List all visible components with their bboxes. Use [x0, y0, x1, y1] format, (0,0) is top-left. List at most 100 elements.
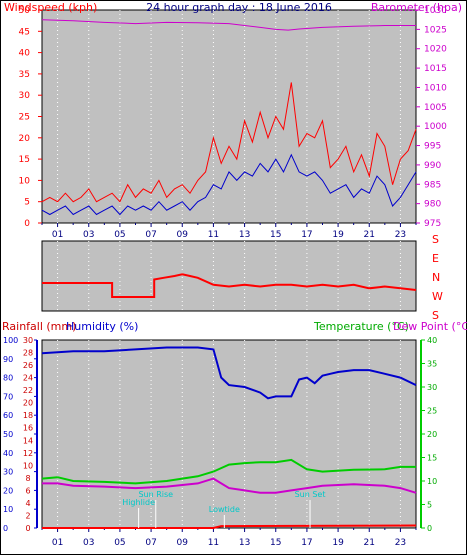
hour-tick-label: 21: [364, 538, 375, 548]
barometer-tick-label: 1015: [424, 64, 447, 74]
hour-tick-label: 15: [270, 230, 281, 240]
windspeed-tick-label: 25: [19, 113, 30, 123]
rainfall-tick-label: 6: [25, 486, 30, 495]
rainfall-tick-label: 22: [23, 386, 33, 395]
rainfall-axis-label: Rainfall (mm): [2, 320, 76, 333]
windspeed-tick-label: 0: [24, 219, 30, 229]
rainfall-tick-label: 14: [23, 436, 33, 445]
annotation-label: Highlide: [122, 498, 155, 507]
barometer-tick-label: 1010: [424, 83, 447, 93]
barometer-tick-label: 995: [424, 142, 441, 152]
hour-tick-label: 05: [114, 230, 125, 240]
hour-tick-label: 07: [145, 538, 156, 548]
rainfall-tick-label: 2: [25, 511, 30, 520]
hour-tick-label: 23: [395, 230, 406, 240]
hour-tick-label: 05: [114, 538, 125, 548]
hour-tick-label: 13: [239, 538, 250, 548]
hour-tick-label: 03: [83, 230, 94, 240]
hour-tick-label: 15: [270, 538, 281, 548]
humidity-tick-label: 20: [3, 486, 13, 495]
windspeed-ticks: 0 5 10 15 20 25 30 35 40 45 50: [19, 6, 42, 229]
wind-direction-label: S: [432, 309, 439, 322]
dewpoint-line: [42, 477, 417, 494]
temperature-tick-label: 15: [427, 454, 437, 463]
barometer-tick-label: 980: [424, 200, 441, 210]
temperature-tick-label: 0: [427, 524, 432, 533]
rainfall-tick-label: 24: [23, 374, 33, 383]
windspeed-tick-label: 50: [19, 6, 31, 16]
humidity-tick-label: 0: [3, 524, 8, 533]
rain-humidity-temp-plot-area: [41, 339, 417, 529]
humidity-tick-label: 90: [3, 355, 13, 364]
wind-direction-label: N: [432, 271, 440, 284]
wind-direction-plot-area: [41, 240, 417, 312]
barometer-ticks: 975 980 985 990 995 1000 1005 1010 1015 1020 1025 1…: [416, 6, 447, 229]
humidity-tick-label: 70: [3, 392, 13, 401]
windspeed-axis-label: Windspeed (kph): [4, 1, 97, 14]
rainfall-tick-label: 4: [25, 499, 30, 508]
barometer-tick-label: 1030: [424, 6, 447, 16]
windspeed-tick-label: 30: [19, 91, 31, 101]
barometer-tick-label: 1000: [424, 122, 447, 132]
windspeed-tick-label: 35: [19, 70, 30, 80]
hour-tick-label: 09: [177, 538, 189, 548]
rain-humidity-grid: [57, 340, 401, 528]
barometer-tick-label: 990: [424, 161, 441, 171]
temperature-tick-label: 35: [427, 360, 437, 369]
wind-pressure-plot-area: [41, 9, 417, 224]
hour-tick-label: 07: [145, 230, 156, 240]
rainfall-line: [42, 524, 417, 529]
temperature-tick-label: 5: [427, 501, 432, 510]
humidity-axis-label: Humidity (%): [66, 320, 138, 333]
wind-pressure-panel: Windspeed (kph) 24 hour graph day : 18 J…: [4, 1, 462, 240]
temperature-tick-label: 10: [427, 477, 437, 486]
hour-tick-label: 17: [301, 538, 312, 548]
windspeed-tick-label: 10: [19, 176, 31, 186]
temperature-ticks: 0 5 10 15 20 25 30 35 40: [421, 336, 437, 533]
rainfall-tick-label: 28: [23, 349, 33, 358]
rainfall-tick-label: 8: [25, 474, 30, 483]
humidity-line: [41, 346, 417, 400]
rainfall-tick-label: 16: [23, 424, 33, 433]
rainfall-tick-label: 18: [23, 411, 33, 420]
hour-tick-label: 13: [239, 230, 250, 240]
temperature-tick-label: 40: [427, 336, 437, 345]
windgust-line: [41, 82, 417, 203]
hour-tick-label: 01: [52, 230, 63, 240]
hour-tick-label: 09: [177, 230, 189, 240]
rainfall-tick-label: 20: [23, 399, 33, 408]
wind-pressure-lines: [41, 19, 417, 216]
temperature-tick-label: 30: [427, 383, 437, 392]
humidity-tick-label: 60: [3, 411, 13, 420]
barometer-tick-label: 1025: [424, 25, 447, 35]
barometer-axis-label: Barometer (hpa): [371, 1, 462, 14]
annotation-label: Lowtide: [209, 505, 240, 514]
rain-humidity-temp-panel: Rainfall (mm) Humidity (%) Temperature (…: [2, 320, 467, 548]
wind-pressure-x-ticks: 01 03 05 07 09 11 13 15 17 19 21 23: [41, 223, 417, 240]
windspeed-tick-label: 40: [19, 49, 31, 59]
humidity-tick-label: 100: [3, 336, 18, 345]
hour-tick-label: 17: [301, 230, 312, 240]
barometer-tick-label: 1005: [424, 103, 447, 113]
hour-tick-label: 21: [364, 230, 375, 240]
hour-tick-label: 19: [332, 538, 344, 548]
temperature-tick-label: 20: [427, 430, 437, 439]
barometer-tick-label: 985: [424, 180, 441, 190]
hour-tick-label: 19: [332, 230, 344, 240]
windspeed-tick-label: 15: [19, 155, 30, 165]
hour-tick-label: 01: [52, 538, 63, 548]
windspeed-tick-label: 45: [19, 27, 30, 37]
humidity-tick-label: 10: [3, 505, 13, 514]
rainfall-tick-label: 30: [23, 336, 33, 345]
rainfall-tick-label: 0: [25, 524, 30, 533]
chart-title: 24 hour graph day : 18 June 2016: [146, 1, 332, 14]
hour-tick-label: 03: [83, 538, 94, 548]
rainfall-tick-label: 12: [23, 449, 33, 458]
hour-tick-label: 23: [395, 538, 406, 548]
wind-direction-label: E: [432, 252, 439, 265]
